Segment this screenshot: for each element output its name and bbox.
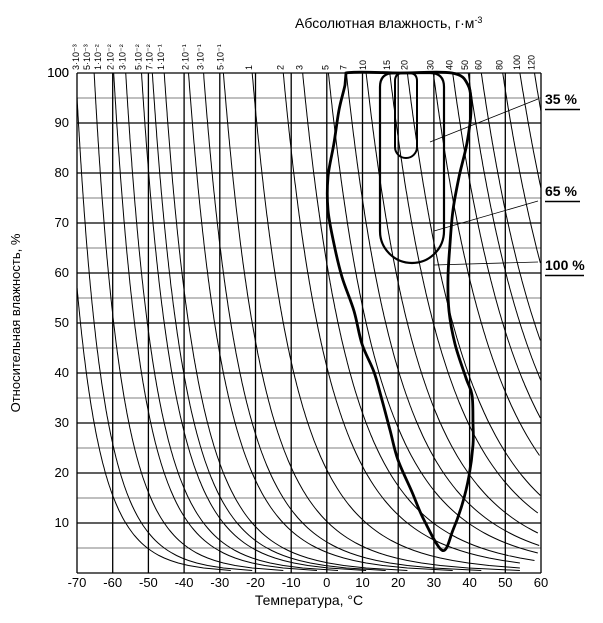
svg-text:80: 80 xyxy=(55,165,69,180)
svg-text:-70: -70 xyxy=(68,575,87,590)
svg-text:1·10⁻²: 1·10⁻² xyxy=(93,44,103,70)
svg-text:10: 10 xyxy=(355,575,369,590)
svg-text:100: 100 xyxy=(512,55,522,70)
svg-text:20: 20 xyxy=(399,60,409,70)
svg-text:50: 50 xyxy=(55,315,69,330)
svg-text:Температура, °C: Температура, °C xyxy=(255,592,363,608)
svg-text:120: 120 xyxy=(527,55,537,70)
svg-text:-40: -40 xyxy=(175,575,194,590)
svg-text:-60: -60 xyxy=(103,575,122,590)
svg-text:20: 20 xyxy=(391,575,405,590)
svg-text:Абсолютная влажность, г·м-3: Абсолютная влажность, г·м-3 xyxy=(295,15,482,31)
svg-text:7: 7 xyxy=(338,65,348,70)
svg-text:2·10⁻¹: 2·10⁻¹ xyxy=(181,44,191,70)
svg-text:-50: -50 xyxy=(139,575,158,590)
svg-text:40: 40 xyxy=(55,365,69,380)
svg-text:5·10⁻¹: 5·10⁻¹ xyxy=(215,44,225,70)
svg-text:80: 80 xyxy=(495,60,505,70)
svg-text:10: 10 xyxy=(55,515,69,530)
svg-text:2·10⁻²: 2·10⁻² xyxy=(106,44,116,70)
svg-text:30: 30 xyxy=(425,60,435,70)
svg-text:50: 50 xyxy=(460,60,470,70)
svg-text:50: 50 xyxy=(498,575,512,590)
svg-text:100: 100 xyxy=(47,65,69,80)
svg-text:35 %: 35 % xyxy=(545,91,577,107)
svg-text:30: 30 xyxy=(55,415,69,430)
svg-text:40: 40 xyxy=(445,60,455,70)
svg-text:Относительная влажность, %: Относительная влажность, % xyxy=(8,233,23,412)
svg-text:5: 5 xyxy=(320,65,330,70)
svg-text:5·10⁻²: 5·10⁻² xyxy=(134,44,144,70)
svg-text:10: 10 xyxy=(358,60,368,70)
svg-text:15: 15 xyxy=(382,60,392,70)
svg-text:1·10⁻¹: 1·10⁻¹ xyxy=(156,44,166,70)
svg-text:20: 20 xyxy=(55,465,69,480)
svg-text:30: 30 xyxy=(427,575,441,590)
svg-text:65 %: 65 % xyxy=(545,183,577,199)
svg-text:0: 0 xyxy=(323,575,330,590)
svg-text:-30: -30 xyxy=(210,575,229,590)
svg-text:70: 70 xyxy=(55,215,69,230)
svg-text:3·10⁻²: 3·10⁻² xyxy=(118,44,128,70)
svg-text:60: 60 xyxy=(55,265,69,280)
svg-text:-20: -20 xyxy=(246,575,265,590)
svg-text:-10: -10 xyxy=(282,575,301,590)
svg-text:90: 90 xyxy=(55,115,69,130)
svg-text:100 %: 100 % xyxy=(545,257,585,273)
svg-text:60: 60 xyxy=(534,575,548,590)
svg-text:5·10⁻³: 5·10⁻³ xyxy=(82,44,92,70)
svg-text:60: 60 xyxy=(473,60,483,70)
svg-text:3: 3 xyxy=(295,65,305,70)
svg-text:3·10⁻³: 3·10⁻³ xyxy=(71,44,81,70)
svg-text:40: 40 xyxy=(462,575,476,590)
svg-text:2: 2 xyxy=(275,65,285,70)
svg-text:7·10⁻²: 7·10⁻² xyxy=(144,44,154,70)
svg-text:1: 1 xyxy=(244,65,254,70)
svg-text:3·10⁻¹: 3·10⁻¹ xyxy=(196,44,206,70)
